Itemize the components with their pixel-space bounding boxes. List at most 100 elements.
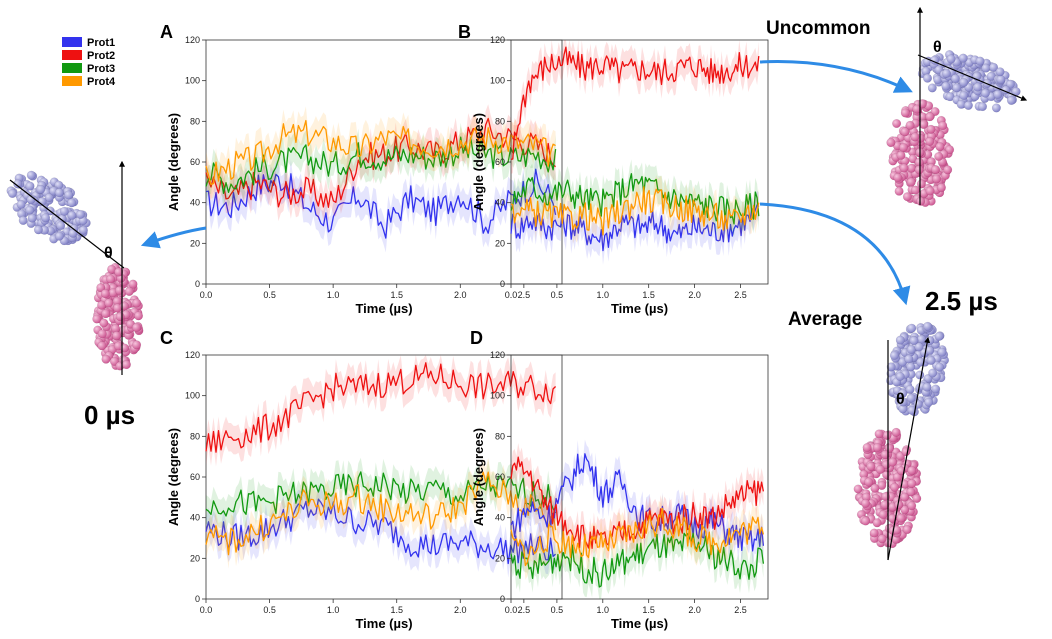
series-band-prot3	[206, 122, 556, 208]
lavender-domain-atom	[44, 193, 54, 203]
lavender-domain-atom	[886, 362, 896, 372]
pink-domain-atom	[872, 518, 882, 528]
y-tick-label: 120	[490, 350, 505, 360]
y-tick-label: 80	[495, 116, 505, 126]
panel-label-c: C	[160, 328, 173, 348]
pink-domain-atom	[900, 127, 910, 137]
pink-domain-atom	[902, 525, 912, 535]
pink-domain-atom	[919, 119, 929, 129]
lavender-domain-atom	[25, 181, 35, 191]
lavender-domain-atom	[898, 388, 908, 398]
pink-domain-atom	[114, 267, 124, 277]
lavender-domain-atom	[959, 77, 969, 87]
pink-domain-atom	[916, 196, 926, 206]
pink-domain-atom	[902, 192, 912, 202]
time-end-label: 2.5 µs	[925, 286, 998, 316]
pink-domain-atom	[92, 314, 102, 324]
lavender-domain-atom	[898, 397, 908, 407]
y-tick-label: 0	[500, 594, 505, 604]
series-band-prot4	[206, 457, 556, 569]
pink-domain-atom	[892, 118, 902, 128]
lavender-domain-atom	[904, 354, 914, 364]
pink-domain-atom	[896, 513, 906, 523]
pink-domain-atom	[100, 289, 110, 299]
domain-axis	[917, 54, 1028, 101]
pink-domain-atom	[877, 534, 887, 544]
x-tick-label: 0.0	[200, 290, 213, 300]
y-tick-label: 80	[190, 431, 200, 441]
y-tick-label: 80	[495, 431, 505, 441]
x-axis-label: Time (µs)	[355, 616, 412, 631]
pink-domain-atom	[910, 132, 920, 142]
pink-domain-atom	[899, 142, 909, 152]
y-tick-label: 20	[190, 553, 200, 563]
domain-axis	[9, 179, 125, 269]
pink-domain-atom	[97, 341, 107, 351]
pink-domain-atom	[912, 494, 922, 504]
pink-domain-atom	[890, 482, 900, 492]
lavender-domain-atom	[991, 103, 1001, 113]
uncommon-label: Uncommon	[766, 18, 871, 39]
protein-structure-uncommon: θ	[886, 6, 1028, 207]
x-tick-label: 2.0	[454, 605, 467, 615]
pink-domain-atom	[132, 298, 142, 308]
lavender-domain-atom	[895, 335, 905, 345]
lavender-domain-atom	[67, 198, 77, 208]
x-tick-label: 0.5	[263, 605, 276, 615]
lavender-domain-atom	[959, 90, 969, 100]
pink-domain-atom	[128, 279, 138, 289]
x-axis-label: Time (µs)	[611, 301, 668, 316]
panel-label-a: A	[160, 22, 173, 42]
lavender-domain-atom	[934, 331, 944, 341]
pink-domain-atom	[886, 138, 896, 148]
series-band-prot1	[206, 485, 556, 578]
legend-label-prot3: Prot3	[87, 63, 115, 75]
x-tick-label: 2.0	[454, 290, 467, 300]
pink-domain-atom	[925, 186, 935, 196]
pink-domain-atom	[882, 430, 892, 440]
y-tick-label: 60	[190, 472, 200, 482]
lavender-domain-atom	[978, 102, 988, 112]
pink-domain-atom	[934, 151, 944, 161]
lavender-domain-atom	[59, 206, 69, 216]
pink-domain-atom	[925, 136, 935, 146]
x-tick-label: 0.5	[551, 290, 564, 300]
y-tick-label: 100	[490, 76, 505, 86]
theta-label: θ	[896, 391, 905, 408]
pink-domain-atom	[931, 165, 941, 175]
lavender-domain-atom	[931, 384, 941, 394]
lavender-domain-atom	[16, 199, 26, 209]
y-tick-label: 120	[185, 350, 200, 360]
lavender-domain-atom	[41, 213, 51, 223]
pink-domain-atom	[888, 457, 898, 467]
pink-domain-atom	[884, 443, 894, 453]
lavender-domain-atom	[906, 362, 916, 372]
pink-domain-atom	[874, 429, 884, 439]
y-tick-label: 40	[190, 198, 200, 208]
y-tick-label: 60	[190, 157, 200, 167]
y-tick-label: 0	[500, 279, 505, 289]
lavender-domain-atom	[18, 215, 28, 225]
pink-domain-atom	[896, 150, 906, 160]
lavender-domain-atom	[922, 382, 932, 392]
pink-domain-atom	[930, 106, 940, 116]
lavender-domain-atom	[958, 53, 968, 63]
legend-swatch-prot1	[62, 37, 82, 47]
lavender-domain-atom	[926, 355, 936, 365]
pink-domain-atom	[893, 172, 903, 182]
lavender-domain-atom	[1006, 95, 1016, 105]
lavender-domain-atom	[914, 342, 924, 352]
x-tick-label: 0.0	[200, 605, 213, 615]
series-band-prot4	[511, 494, 764, 580]
average-label: Average	[788, 309, 862, 330]
pink-domain-atom	[96, 283, 106, 293]
lavender-domain-atom	[889, 351, 899, 361]
pink-domain-atom	[104, 298, 114, 308]
x-tick-label: 2.5	[518, 290, 531, 300]
x-axis-label: Time (µs)	[355, 301, 412, 316]
pink-domain-atom	[907, 501, 917, 511]
pink-domain-atom	[878, 510, 888, 520]
series-line-prot2	[510, 456, 765, 549]
y-tick-label: 80	[190, 116, 200, 126]
lavender-domain-atom	[941, 81, 951, 91]
